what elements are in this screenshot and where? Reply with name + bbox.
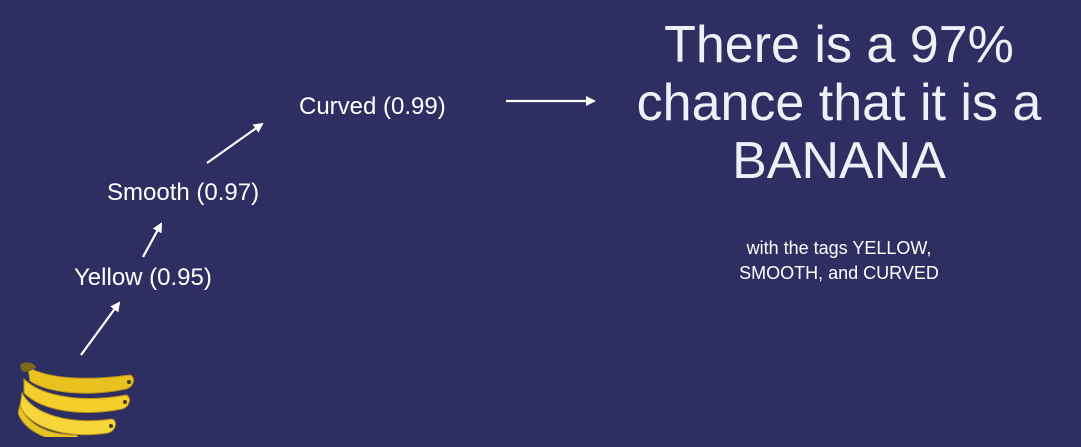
detail-line-1: with the tags YELLOW, — [746, 238, 932, 258]
arrow-banana-to-yellow — [80, 301, 121, 356]
conclusion-line-3: BANANA — [732, 132, 946, 190]
tag-yellow: Yellow (0.95) — [74, 264, 212, 291]
conclusion-line-2: chance that it is a — [636, 74, 1042, 132]
tag-curved: Curved (0.99) — [299, 93, 446, 120]
detail-line-2: SMOOTH, and CURVED — [739, 263, 939, 283]
arrow-smooth-to-curved — [206, 122, 264, 164]
tag-smooth: Smooth (0.97) — [107, 179, 260, 206]
conclusion-headline: There is a 97% chance that it is a BANAN… — [600, 16, 1078, 190]
arrow-yellow-to-smooth — [142, 222, 162, 258]
conclusion-detail: with the tags YELLOW, SMOOTH, and CURVED — [600, 236, 1078, 286]
conclusion-line-1: There is a 97% — [664, 16, 1014, 74]
banana-icon — [18, 362, 134, 437]
